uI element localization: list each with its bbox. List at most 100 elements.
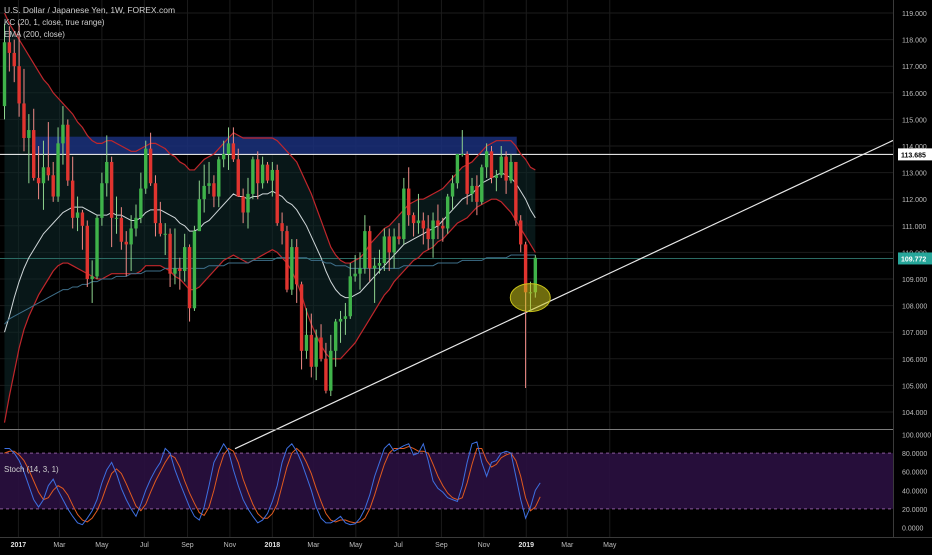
candle-body-27 <box>134 217 138 229</box>
candle-body-16 <box>80 212 85 226</box>
price-tick-label-7: 111.000 <box>902 224 926 231</box>
ema-indicator-label: EMA (200, close) <box>4 30 65 39</box>
candle-body-34 <box>168 233 172 274</box>
candle-body-32 <box>158 223 163 234</box>
candle-body-28 <box>139 188 143 218</box>
candle-body-104 <box>509 161 513 181</box>
candle-body-29 <box>144 148 148 189</box>
candle-body-49 <box>241 196 245 213</box>
time-tick-label-10: Sep <box>435 542 448 549</box>
time-tick-label-12: 2019 <box>518 542 534 549</box>
candle-body-81 <box>397 236 401 240</box>
candle-body-101 <box>494 175 499 178</box>
candle-body-91 <box>445 196 450 229</box>
candle-body-97 <box>475 185 479 202</box>
candle-body-98 <box>480 167 484 202</box>
time-tick-label-2: May <box>95 542 109 549</box>
time-tick-label-5: Nov <box>224 542 237 549</box>
candle-body-44 <box>217 159 221 197</box>
time-tick-label-13: Mar <box>561 542 574 549</box>
stoch-k-line <box>4 441 541 526</box>
stoch-tick-label-1: 20.0000 <box>902 507 927 514</box>
stoch-tick-label-2: 40.0000 <box>902 488 927 495</box>
candle-body-92 <box>450 183 455 197</box>
ema200-line <box>4 254 536 325</box>
candle-body-41 <box>202 185 206 200</box>
candle-body-56 <box>275 169 279 224</box>
candle-body-93 <box>455 153 460 184</box>
candle-body-82 <box>402 188 406 240</box>
candle-body-70 <box>343 316 348 319</box>
candle-body-77 <box>377 263 382 266</box>
candle-body-40 <box>197 199 201 232</box>
candle-body-89 <box>436 220 440 226</box>
candle-body-76 <box>372 265 377 269</box>
candle-body-102 <box>499 156 503 176</box>
candle-body-6 <box>32 130 36 178</box>
stoch-tick-label-0: 0.0000 <box>902 526 924 533</box>
candle-body-62 <box>304 334 309 351</box>
candle-body-87 <box>426 228 430 240</box>
stoch-d-line <box>4 446 541 524</box>
candle-body-106 <box>519 220 523 245</box>
candle-body-20 <box>100 183 104 218</box>
level-price-label-box <box>898 148 932 161</box>
candle-body-24 <box>119 217 124 242</box>
candle-body-57 <box>280 223 284 232</box>
price-tick-label-15: 119.000 <box>902 11 927 18</box>
stoch-tick-label-3: 60.0000 <box>902 470 927 477</box>
price-tick-label-3: 107.000 <box>902 330 927 337</box>
price-tick-label-13: 117.000 <box>902 64 927 71</box>
price-tick-label-2: 106.000 <box>902 357 927 364</box>
price-tick-label-0: 104.000 <box>902 410 927 417</box>
time-tick-label-7: Mar <box>307 542 320 549</box>
candle-body-7 <box>36 177 41 184</box>
candle-body-61 <box>299 284 304 351</box>
candle-body-47 <box>231 143 236 160</box>
candle-body-0 <box>2 42 7 107</box>
candle-body-38 <box>187 247 192 309</box>
candle-body-43 <box>212 183 216 197</box>
candle-body-94 <box>460 153 464 155</box>
candle-body-103 <box>504 156 508 181</box>
candle-body-37 <box>182 247 187 272</box>
price-tick-label-12: 116.000 <box>902 91 927 98</box>
candle-body-21 <box>105 161 109 184</box>
candle-body-55 <box>270 169 275 181</box>
time-tick-label-3: Jul <box>140 542 149 549</box>
candle-body-30 <box>148 148 153 184</box>
candle-body-11 <box>56 143 60 197</box>
candle-body-60 <box>295 247 299 285</box>
candle-body-25 <box>124 241 128 245</box>
candle-body-67 <box>329 350 333 391</box>
time-tick-label-6: 2018 <box>265 542 281 549</box>
candle-body-88 <box>431 220 435 240</box>
candle-body-13 <box>66 124 70 181</box>
candle-body-39 <box>192 231 197 309</box>
candle-body-86 <box>421 220 426 229</box>
candle-body-65 <box>319 337 323 359</box>
candle-body-85 <box>416 220 421 224</box>
time-tick-label-1: Mar <box>53 542 66 549</box>
candle-body-15 <box>75 212 80 218</box>
candle-body-84 <box>411 215 416 224</box>
candle-body-52 <box>256 159 260 184</box>
candle-body-4 <box>22 103 26 139</box>
candle-body-22 <box>109 161 114 218</box>
kc-channel-fill <box>4 13 536 423</box>
candle-body-75 <box>368 231 372 269</box>
time-tick-label-4: Sep <box>181 542 194 549</box>
price-tick-label-11: 115.000 <box>902 117 927 124</box>
candle-body-69 <box>338 318 343 322</box>
candle-body-26 <box>129 228 133 245</box>
candle-body-109 <box>533 257 538 293</box>
candle-body-99 <box>484 151 489 168</box>
current-price-label: 109.772 <box>901 256 926 263</box>
current-price-label-box <box>898 252 932 265</box>
candle-body-31 <box>153 183 158 224</box>
candle-body-48 <box>236 159 240 197</box>
candle-body-72 <box>353 273 357 277</box>
candle-body-46 <box>226 143 231 154</box>
candle-body-2 <box>12 52 16 67</box>
level-price-label: 113.685 <box>901 152 926 159</box>
